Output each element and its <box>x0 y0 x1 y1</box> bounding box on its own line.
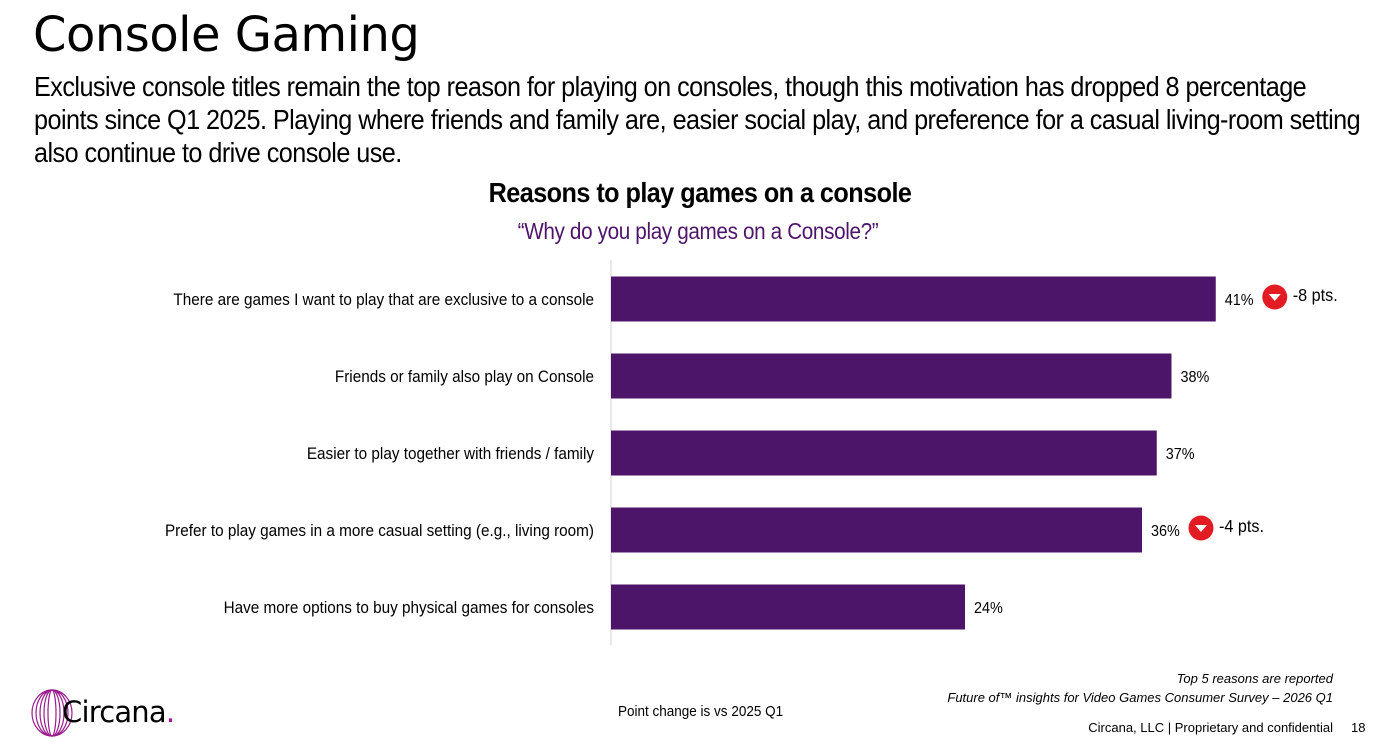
category-label: There are games I want to play that are … <box>173 290 594 309</box>
bar <box>611 584 965 630</box>
chart-question: “Why do you play games on a Console?” <box>517 218 879 244</box>
footnote-top5: Top 5 reasons are reported <box>1176 671 1333 686</box>
footer-confidential: Circana, LLC | Proprietary and confident… <box>1088 720 1333 735</box>
bar <box>611 353 1172 399</box>
bar <box>611 507 1142 553</box>
down-arrow-glyph <box>1195 525 1207 532</box>
footnote-point-change: Point change is vs 2025 Q1 <box>618 703 784 720</box>
category-label: Friends or family also play on Console <box>335 367 594 386</box>
data-label: 24% <box>974 599 1003 617</box>
data-label: 36% <box>1151 522 1180 540</box>
circana-logo-text: Circana. <box>62 695 175 729</box>
category-label: Prefer to play games in a more casual se… <box>165 521 594 540</box>
chart-title: Reasons to play games on a console <box>488 177 912 208</box>
logo-word: Circana <box>62 695 167 729</box>
circana-logo-mark <box>31 689 73 737</box>
bar <box>611 276 1216 322</box>
page-subtitle: Exclusive console titles remain the top … <box>34 71 1361 168</box>
page-title: Console Gaming <box>33 7 420 63</box>
logo-dot: . <box>165 695 175 729</box>
data-label: 41% <box>1225 291 1254 309</box>
point-change-label: -4 pts. <box>1219 516 1264 536</box>
data-label: 38% <box>1181 368 1210 386</box>
point-change-label: -8 pts. <box>1293 285 1338 305</box>
category-label: Easier to play together with friends / f… <box>307 444 595 463</box>
category-label: Have more options to buy physical games … <box>224 598 594 617</box>
data-label: 37% <box>1166 445 1195 463</box>
footnote-survey: Future of™ insights for Video Games Cons… <box>947 690 1333 705</box>
bar <box>611 430 1157 476</box>
down-arrow-glyph <box>1268 294 1281 301</box>
page-number: 18 <box>1351 720 1366 735</box>
